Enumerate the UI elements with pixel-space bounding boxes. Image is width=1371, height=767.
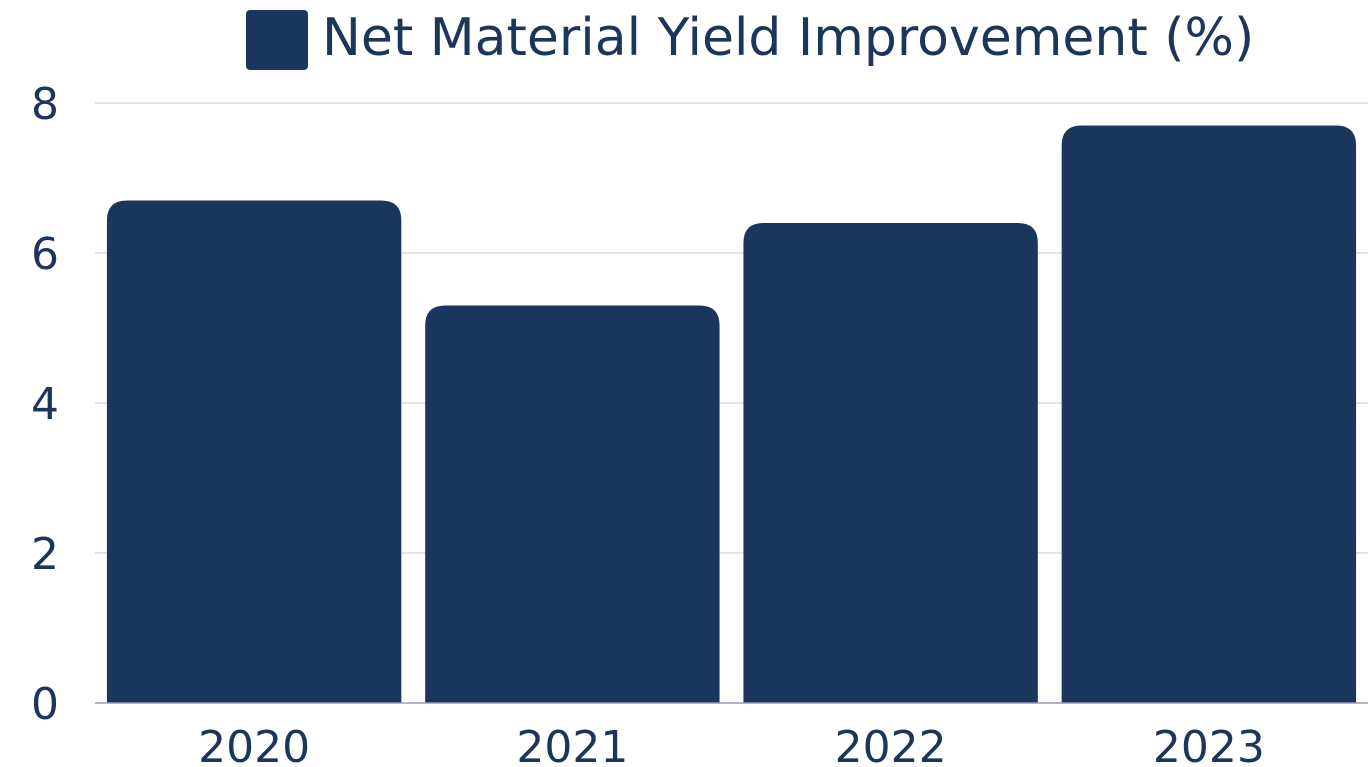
y-tick-label: 2 [31,529,59,580]
bar-2021 [425,305,720,703]
y-tick-label: 4 [31,379,59,430]
legend-swatch [246,10,308,70]
x-tick-label: 2021 [516,722,628,767]
bar-2023 [1061,125,1357,703]
y-axis-tick-labels: 0 2 4 6 8 [31,79,59,730]
bars [106,125,1357,703]
bar-2020 [106,200,402,703]
x-axis-tick-labels: 2020 2021 2022 2023 [198,722,1265,767]
chart-legend: Net Material Yield Improvement (%) [246,8,1254,70]
legend-label: Net Material Yield Improvement (%) [322,8,1254,68]
x-tick-label: 2023 [1153,722,1265,767]
y-tick-label: 8 [31,79,59,130]
y-tick-label: 0 [31,679,59,730]
x-tick-label: 2022 [835,722,947,767]
bar-2022 [743,223,1038,703]
x-tick-label: 2020 [198,722,310,767]
y-tick-label: 6 [31,229,59,280]
